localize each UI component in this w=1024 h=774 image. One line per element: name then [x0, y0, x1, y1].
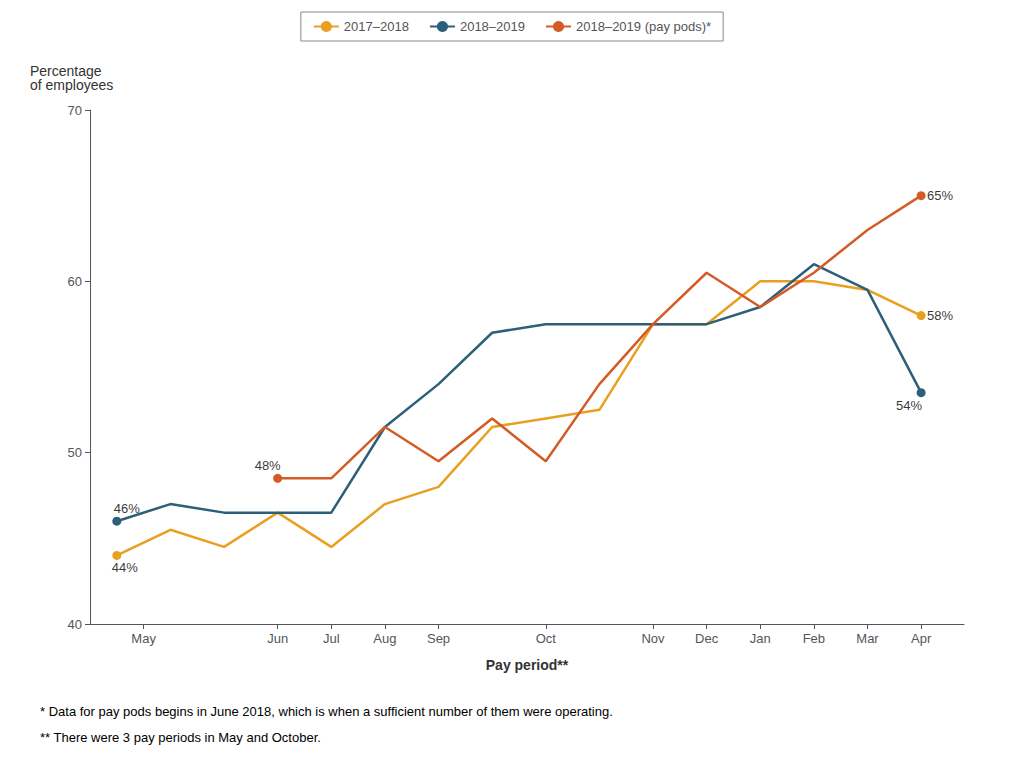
svg-text:2018–2019: 2018–2019 [460, 19, 525, 34]
svg-text:Nov: Nov [641, 631, 665, 646]
svg-text:May: May [131, 631, 156, 646]
svg-text:Apr: Apr [911, 631, 932, 646]
svg-text:58%: 58% [927, 308, 953, 323]
svg-text:2017–2018: 2017–2018 [344, 19, 409, 34]
svg-text:Jan: Jan [750, 631, 771, 646]
svg-text:70: 70 [68, 103, 82, 118]
svg-text:54%: 54% [896, 398, 922, 413]
svg-text:Jun: Jun [267, 631, 288, 646]
svg-text:Feb: Feb [803, 631, 825, 646]
svg-text:Sep: Sep [427, 631, 450, 646]
svg-text:** There were 3 pay periods in: ** There were 3 pay periods in May and O… [40, 730, 321, 745]
svg-text:2018–2019 (pay pods)*: 2018–2019 (pay pods)* [576, 19, 711, 34]
svg-text:44%: 44% [112, 560, 138, 575]
svg-text:Dec: Dec [695, 631, 719, 646]
svg-text:Aug: Aug [373, 631, 396, 646]
svg-text:40: 40 [68, 617, 82, 632]
svg-text:65%: 65% [927, 188, 953, 203]
svg-text:60: 60 [68, 274, 82, 289]
svg-text:Oct: Oct [536, 631, 557, 646]
svg-text:Jul: Jul [323, 631, 340, 646]
svg-text:Pay period**: Pay period** [486, 657, 569, 673]
svg-text:Mar: Mar [856, 631, 879, 646]
svg-text:48%: 48% [255, 458, 281, 473]
svg-text:Percentage: Percentage [30, 63, 102, 79]
svg-text:* Data for pay pods begins in: * Data for pay pods begins in June 2018,… [40, 704, 613, 719]
svg-text:46%: 46% [114, 501, 140, 516]
svg-text:of employees: of employees [30, 77, 113, 93]
svg-text:50: 50 [68, 445, 82, 460]
